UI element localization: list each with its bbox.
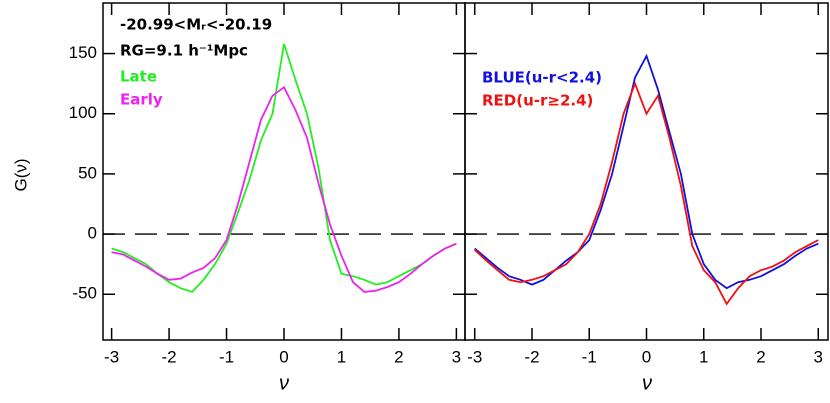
x-tick-label: -1 [582, 347, 597, 366]
x-tick-label: 3 [452, 347, 461, 366]
x-tick-label: 2 [394, 347, 403, 366]
legend-entry: BLUE(u-r<2.4) [482, 69, 602, 87]
annotation: RG=9.1 h⁻¹Mpc [120, 42, 248, 60]
x-axis-label: ν [279, 372, 289, 394]
y-tick-label: 50 [78, 163, 97, 182]
legend-entry: RED(u-r≥2.4) [482, 92, 593, 110]
x-tick-label: 1 [337, 347, 346, 366]
x-tick-label: 3 [814, 347, 823, 366]
x-axis-label: ν [642, 372, 652, 394]
y-tick-label: 100 [69, 103, 97, 122]
x-tick-label: 1 [699, 347, 708, 366]
series-line [111, 43, 457, 293]
x-tick-label: -3 [467, 347, 482, 366]
series-line [474, 53, 819, 290]
annotation: -20.99<Mᵣ<-20.19 [120, 16, 272, 34]
y-axis-label: G(ν) [11, 158, 30, 191]
x-tick-label: 0 [642, 347, 651, 366]
panel-frame [464, 2, 829, 341]
y-tick-label: -50 [72, 284, 97, 303]
y-tick-label: 0 [88, 224, 97, 243]
y-tick-label: 150 [69, 43, 97, 62]
x-tick-label: -3 [104, 347, 119, 366]
series-line [111, 85, 457, 293]
legend-entry: Late [120, 68, 157, 86]
series-line [474, 81, 819, 306]
x-tick-label: -1 [219, 347, 234, 366]
x-tick-label: 0 [279, 347, 288, 366]
x-tick-label: -2 [524, 347, 539, 366]
legend-entry: Early [120, 91, 163, 109]
x-tick-label: 2 [756, 347, 765, 366]
x-tick-label: -2 [162, 347, 177, 366]
